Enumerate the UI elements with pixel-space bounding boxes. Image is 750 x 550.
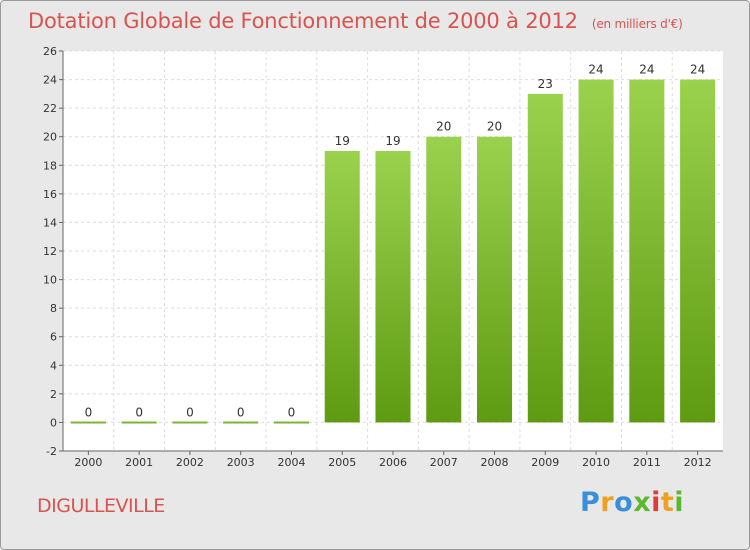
bar [172,421,208,424]
x-tick-label: 2008 [481,456,509,469]
x-tick-label: 2010 [582,456,610,469]
y-tick-label: 0 [50,416,57,429]
x-tick-label: 2002 [176,456,204,469]
bar [426,136,462,423]
data-label: 19 [335,134,350,148]
bar [477,136,513,423]
x-tick-label: 2006 [379,456,407,469]
y-tick-label: 14 [43,216,57,229]
data-label: 0 [135,405,143,419]
proxiti-logo: Proxiti [580,487,685,518]
x-tick-label: 2000 [74,456,102,469]
data-label: 20 [487,120,502,134]
x-tick-label: 2004 [277,456,305,469]
y-tick-label: 8 [50,302,57,315]
chart-title-text: Dotation Globale de Fonctionnement de 20… [28,9,578,33]
chart-subtitle: (en milliers d'€) [591,17,683,31]
bar [223,421,259,424]
bars [70,79,716,424]
bar [375,151,411,423]
y-tick-label: 24 [43,74,57,87]
axes [59,50,723,455]
y-tick-label: 22 [43,102,57,115]
labels: -202468101214161820222426200002001020020… [43,45,712,469]
x-tick-label: 2009 [531,456,559,469]
x-tick-label: 2007 [430,456,458,469]
data-label: 0 [85,405,93,419]
y-tick-label: 16 [43,188,57,201]
y-tick-label: 6 [50,331,57,344]
y-tick-label: 10 [43,274,57,287]
y-tick-label: 2 [50,388,57,401]
data-label: 24 [690,63,705,77]
x-tick-label: 2012 [684,456,712,469]
y-tick-label: 18 [43,159,57,172]
y-tick-label: 12 [43,245,57,258]
bar [629,79,665,423]
y-tick-label: -2 [46,445,57,458]
bar [324,151,360,423]
data-label: 0 [288,405,296,419]
data-label: 23 [538,77,553,91]
y-tick-label: 4 [50,359,57,372]
chart-title: Dotation Globale de Fonctionnement de 20… [28,9,683,33]
x-tick-label: 2005 [328,456,356,469]
data-label: 20 [436,120,451,134]
bar [527,93,563,423]
data-label: 0 [237,405,245,419]
commune-name: DIGULLEVILLE [37,495,165,517]
y-tick-label: 20 [43,131,57,144]
bar [578,79,614,423]
bar [273,421,309,424]
y-tick-label: 26 [43,45,57,58]
x-tick-label: 2001 [125,456,153,469]
x-tick-label: 2003 [227,456,255,469]
bar [70,421,106,424]
data-label: 0 [186,405,194,419]
data-label: 24 [639,63,654,77]
bar [121,421,157,424]
data-label: 24 [588,63,603,77]
data-label: 19 [385,134,400,148]
bar [680,79,716,423]
x-tick-label: 2011 [633,456,661,469]
